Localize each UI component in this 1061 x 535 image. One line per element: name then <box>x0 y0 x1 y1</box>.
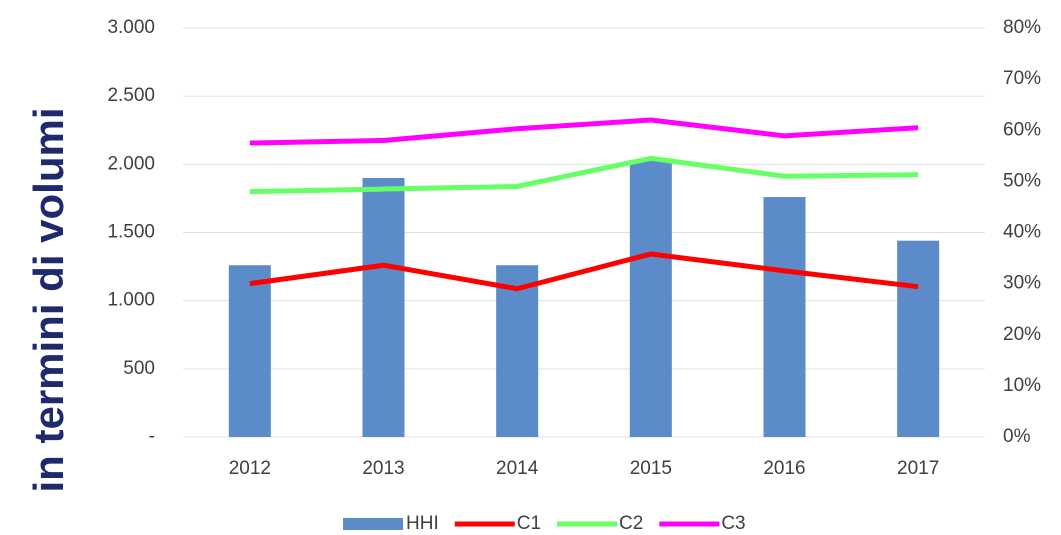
y-tick-label: - <box>149 426 155 447</box>
x-tick-label: 2013 <box>362 458 404 479</box>
x-tick-label: 2016 <box>763 458 805 479</box>
x-tick-label: 2017 <box>897 458 939 479</box>
legend-label: HHI <box>406 513 439 534</box>
y2-tick-label: 20% <box>1003 324 1041 345</box>
y2-tick-label: 70% <box>1003 68 1041 89</box>
line-series <box>249 155 919 195</box>
y-axis-label: in termini di volumi <box>25 107 72 492</box>
y2-tick-label: 10% <box>1003 375 1041 396</box>
line-series <box>249 117 919 146</box>
bar <box>496 265 539 437</box>
y2-tick-label: 60% <box>1003 119 1041 140</box>
y2-tick-label: 0% <box>1003 426 1031 447</box>
y-tick-label: 3.000 <box>107 17 155 38</box>
y-tick-label: 500 <box>123 358 155 379</box>
bar <box>763 197 806 437</box>
bar <box>228 265 271 437</box>
legend-label: C3 <box>721 513 745 534</box>
bar <box>629 160 672 437</box>
x-tick-label: 2014 <box>496 458 539 479</box>
x-tick-label: 2015 <box>630 458 672 479</box>
y2-tick-label: 80% <box>1003 17 1041 38</box>
legend-swatch <box>343 518 403 530</box>
y-tick-label: 2.000 <box>107 153 155 174</box>
bar <box>362 177 405 437</box>
legend-label: C2 <box>619 513 643 534</box>
y-tick-label: 2.500 <box>107 85 155 106</box>
y2-tick-label: 40% <box>1003 222 1041 243</box>
line-series <box>249 251 919 292</box>
y2-tick-label: 50% <box>1003 170 1041 191</box>
y2-tick-label: 30% <box>1003 273 1041 294</box>
bar <box>897 240 940 437</box>
y-tick-label: 1.500 <box>107 222 155 243</box>
x-tick-label: 2012 <box>229 458 271 479</box>
y-tick-label: 1.000 <box>107 290 155 311</box>
legend-label: C1 <box>517 513 541 534</box>
